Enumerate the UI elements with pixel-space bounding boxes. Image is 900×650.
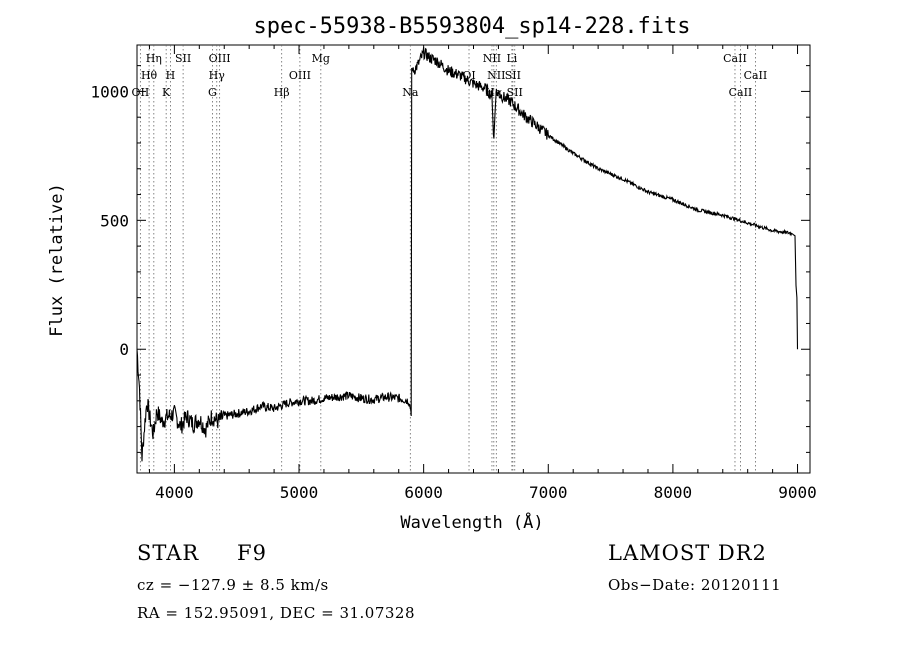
line-label-2: OII	[132, 86, 150, 99]
line-label-13: NII	[483, 52, 501, 65]
line-label-11: Hβ	[274, 86, 290, 99]
y-tick-label: 500	[100, 211, 129, 230]
line-label-9: Mg	[312, 52, 330, 65]
y-axis: 0 500 1000	[90, 65, 810, 453]
y-axis-label: Flux (relative)	[47, 183, 67, 337]
line-label-5: K	[162, 86, 171, 99]
chart-title: spec-55938-B5593804_sp14-228.fits	[253, 14, 690, 39]
spectrum-series-line	[136, 47, 799, 462]
object-subclass: F9	[237, 541, 267, 565]
x-tick-label: 9000	[778, 483, 817, 502]
x-axis-label: Wavelength (Å)	[400, 511, 543, 533]
spectral-line-markers	[139, 45, 756, 473]
line-label-6: OIII	[209, 52, 231, 65]
line-label-8: G	[208, 86, 217, 99]
coordinates: RA = 152.95091, DEC = 31.07328	[137, 604, 416, 622]
line-label-4: H	[166, 69, 176, 82]
line-label-20: CaII	[723, 52, 747, 65]
x-tick-label: 5000	[280, 483, 319, 502]
object-class: STAR	[137, 541, 200, 565]
x-tick-label: 6000	[404, 483, 443, 502]
x-axis: 4000 5000 6000 7000 8000 9000	[148, 45, 817, 502]
line-label-19: SII	[507, 86, 523, 99]
line-label-0: Hη	[146, 52, 162, 65]
line-label-7: Hγ	[209, 69, 226, 82]
redshift-velocity: cz = −127.9 ± 8.5 km/s	[137, 576, 329, 594]
y-tick-label: 0	[119, 340, 129, 359]
plot-frame	[136, 44, 811, 474]
x-tick-label: 7000	[529, 483, 568, 502]
x-tick-label: 4000	[155, 483, 194, 502]
line-label-12: Na	[402, 86, 419, 99]
y-tick-label: 1000	[90, 82, 129, 101]
survey-name: LAMOST DR2	[608, 541, 767, 565]
x-tick-label: 8000	[654, 483, 693, 502]
line-label-22: CaII	[729, 86, 753, 99]
line-label-16: NII	[487, 69, 505, 82]
line-label-3: SII	[175, 52, 191, 65]
line-label-17: SII	[505, 69, 521, 82]
line-label-21: CaII	[744, 69, 768, 82]
line-label-1: Hθ	[141, 69, 158, 82]
line-label-14: Li	[506, 52, 517, 65]
observation-date: Obs−Date: 20120111	[608, 576, 782, 594]
line-label-10: OIII	[289, 69, 311, 82]
